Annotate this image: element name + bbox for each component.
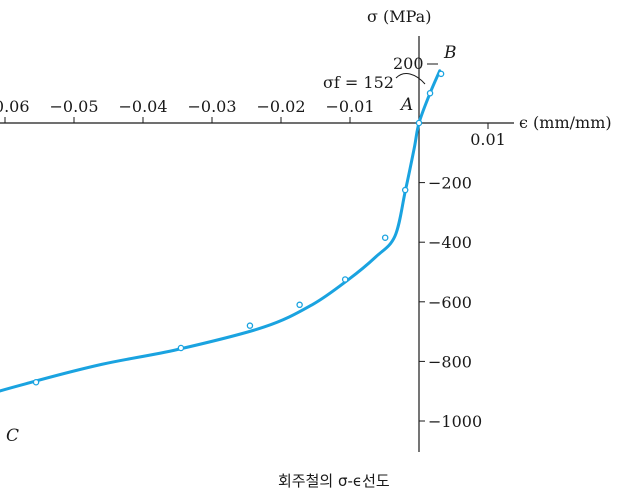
x-tick-label: −0.04 — [118, 97, 167, 116]
y-tick-label: −1000 — [428, 412, 482, 431]
data-point-marker — [32, 379, 40, 386]
x-tick-label: −0.05 — [49, 97, 98, 116]
x-tick-label: 0.01 — [470, 130, 506, 149]
x-tick-label: −0.01 — [325, 97, 374, 116]
x-tick-label: −0.06 — [0, 97, 30, 116]
axes — [0, 36, 514, 452]
y-tick-label: −400 — [428, 233, 472, 252]
y-tick-label: −200 — [428, 174, 472, 193]
data-point-marker — [246, 322, 254, 329]
data-point-marker — [401, 186, 409, 194]
y-value-200-label: 200 — [393, 54, 424, 73]
point-label-c: C — [6, 426, 19, 446]
data-point-marker — [177, 344, 185, 352]
series-line — [0, 69, 442, 393]
point-label-a: A — [399, 95, 413, 115]
chart-caption: 회주철의 σ-ϵ선도 — [278, 472, 390, 490]
x-tick-label: −0.03 — [187, 97, 236, 116]
data-point-marker — [341, 276, 349, 283]
y-axis-label: σ (MPa) — [367, 7, 431, 26]
data-point-marker — [381, 234, 389, 241]
sigma-f-leader — [395, 73, 426, 85]
x-axis-label: ϵ (mm/mm) — [519, 113, 612, 132]
y-ticks: −200 −400 −600 −800 −1000 — [419, 174, 482, 431]
x-tick-label: −0.02 — [256, 97, 305, 116]
data-point-marker — [437, 70, 445, 78]
data-point-marker — [415, 119, 423, 127]
series-markers — [32, 70, 445, 386]
y-tick-label: −800 — [428, 352, 472, 371]
y-tick-label: −600 — [428, 293, 472, 312]
data-point-marker — [296, 301, 303, 309]
sigma-f-label: σf = 152 — [323, 73, 394, 92]
point-label-b: B — [443, 43, 457, 63]
x-ticks: −0.06 −0.05 −0.04 −0.03 −0.02 −0.01 0.01 — [0, 97, 506, 149]
data-point-marker — [426, 89, 434, 97]
